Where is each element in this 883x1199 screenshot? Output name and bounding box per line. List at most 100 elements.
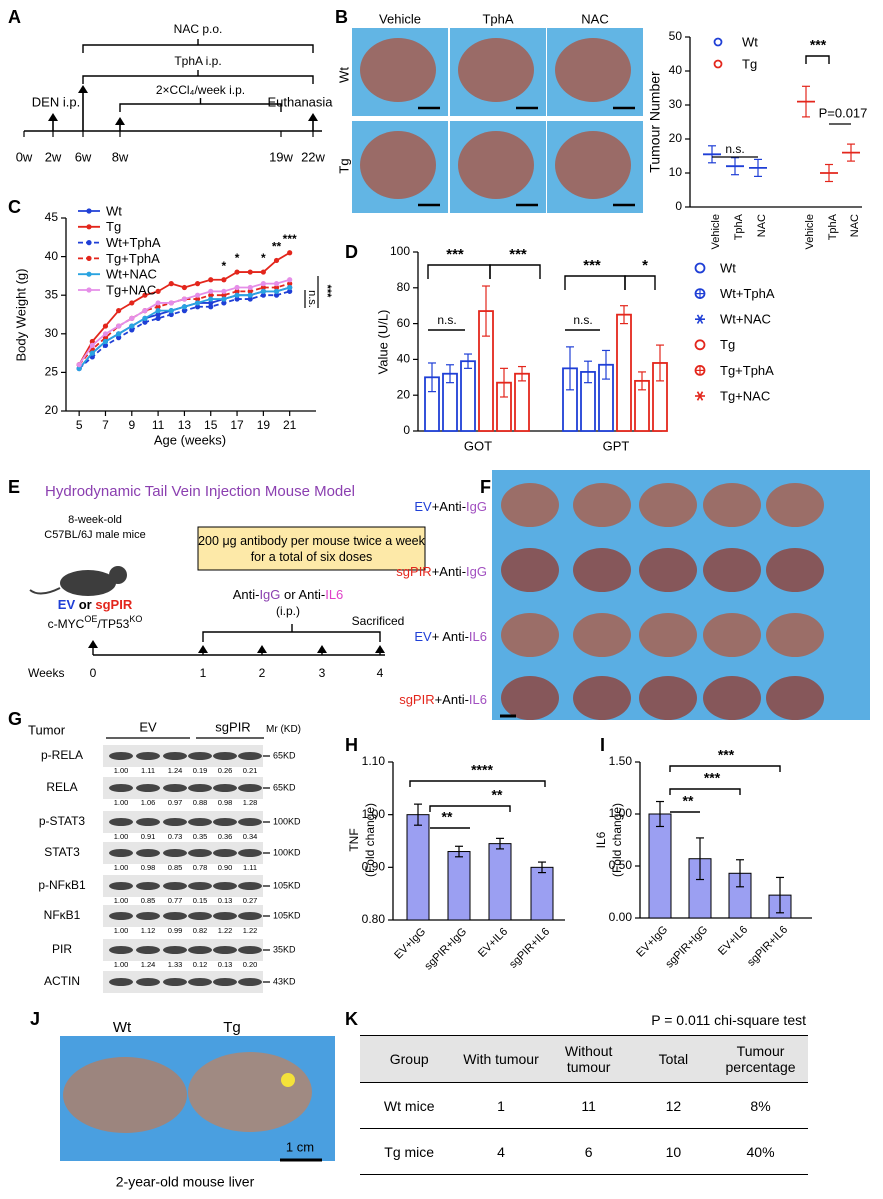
- legend-marker: [713, 37, 723, 47]
- x-tick-label: Vehicle: [710, 214, 722, 249]
- annotation: n.s.: [573, 313, 592, 327]
- y-tick-label: 0: [675, 199, 682, 213]
- y-tick-label: 40: [669, 63, 683, 77]
- bar: [488, 843, 512, 921]
- legend-label: Wt+NAC: [106, 267, 157, 282]
- row-label-part: + Anti-: [432, 629, 469, 644]
- point: [142, 319, 148, 325]
- annotation: *: [235, 251, 240, 265]
- point: [287, 250, 293, 256]
- blot-quant: 0.12: [193, 960, 208, 969]
- bracket-label: NAC p.o.: [174, 22, 223, 36]
- week-label: 0: [90, 666, 97, 680]
- blot-quant: 1.06: [141, 798, 156, 807]
- model-label-part: KO: [129, 614, 142, 624]
- liver: [639, 483, 697, 527]
- blot-quant: 1.00: [114, 926, 129, 935]
- arrow-head: [115, 117, 125, 125]
- point: [142, 292, 148, 298]
- point: [273, 281, 280, 287]
- blot-quant: 0.97: [168, 798, 183, 807]
- blot-band: [188, 946, 212, 954]
- photo-column-label: TphA: [482, 11, 513, 26]
- blot-band: [188, 818, 212, 826]
- liver: [639, 548, 697, 592]
- y-tick-label: 1.00: [609, 806, 633, 820]
- point: [116, 335, 122, 341]
- legend-marker: [86, 224, 92, 230]
- row-label-part: +Anti-: [432, 564, 466, 579]
- blot-quant: 0.13: [218, 896, 233, 905]
- blot-quant: 0.13: [218, 960, 233, 969]
- liver: [573, 613, 631, 657]
- y-axis-label: (Fold change): [610, 803, 624, 877]
- y-tick-label: 35: [45, 287, 59, 301]
- y-tick-label: 0: [403, 423, 410, 437]
- scale-label: 1 cm: [286, 1139, 314, 1154]
- legend-label: Wt: [720, 260, 736, 275]
- bar: [514, 372, 530, 432]
- blot-name: NFκB1: [44, 908, 81, 922]
- point: [260, 281, 266, 287]
- treatment-label: Anti-IgG or Anti-IL6: [233, 587, 344, 602]
- y-tick-label: 0.00: [609, 910, 633, 924]
- point: [194, 281, 201, 287]
- liver: [63, 1057, 187, 1133]
- blot-band: [188, 784, 212, 792]
- point: [129, 327, 135, 333]
- point: [208, 292, 214, 298]
- liver: [360, 38, 436, 102]
- blot-mw: 43KD: [273, 976, 296, 986]
- legend-marker: [86, 287, 92, 293]
- model-label-part: OE: [84, 614, 97, 624]
- dosing-box: [197, 526, 426, 571]
- table-cell: 4: [458, 1128, 544, 1175]
- bracket: [669, 765, 781, 772]
- blot-quant: 0.15: [193, 896, 208, 905]
- blot-band: [163, 882, 187, 890]
- blot-quant: 0.19: [193, 766, 208, 775]
- blot-mw: 65KD: [273, 750, 296, 760]
- table-row: Tg mice 4 6 10 40%: [360, 1128, 808, 1175]
- liver: [555, 38, 631, 102]
- annotation: **: [442, 809, 453, 825]
- blot-mw: 65KD: [273, 782, 296, 792]
- annotation: ***: [446, 246, 464, 263]
- point: [155, 304, 161, 310]
- blot-band: [163, 946, 187, 954]
- point: [181, 296, 188, 302]
- bar: [460, 360, 476, 432]
- blot-quant: 0.77: [168, 896, 183, 905]
- bracket: [409, 780, 546, 787]
- table-cell: 6: [543, 1128, 634, 1175]
- point: [194, 304, 201, 310]
- liver: [573, 548, 631, 592]
- bar: [530, 866, 554, 921]
- panel-letter: J: [30, 1009, 40, 1029]
- y-tick-label: 60: [397, 316, 411, 330]
- x-tick-label: EV+IL6: [716, 924, 750, 958]
- x-tick-label: 9: [128, 418, 135, 432]
- liver: [458, 131, 534, 199]
- blot-name: RELA: [46, 780, 77, 794]
- blot-band: [136, 912, 160, 920]
- point: [234, 292, 240, 298]
- blot-band: [109, 912, 133, 920]
- point: [221, 296, 227, 302]
- legend-label: Tg+TphA: [106, 251, 160, 266]
- annotation: *: [222, 259, 227, 273]
- blot-quant: 0.20: [243, 960, 258, 969]
- point: [247, 292, 253, 298]
- annotation: *: [642, 257, 648, 274]
- blot-quant: 1.00: [114, 896, 129, 905]
- bracket: [564, 275, 626, 290]
- point: [273, 257, 280, 264]
- legend-marker: [694, 339, 706, 351]
- blot-band: [163, 912, 187, 920]
- y-tick-label: 80: [397, 280, 411, 294]
- point: [168, 281, 174, 287]
- blot-mw: 105KD: [273, 910, 301, 920]
- annotation: n.s.: [437, 313, 456, 327]
- blot-quant: 1.00: [114, 863, 129, 872]
- point: [194, 296, 201, 302]
